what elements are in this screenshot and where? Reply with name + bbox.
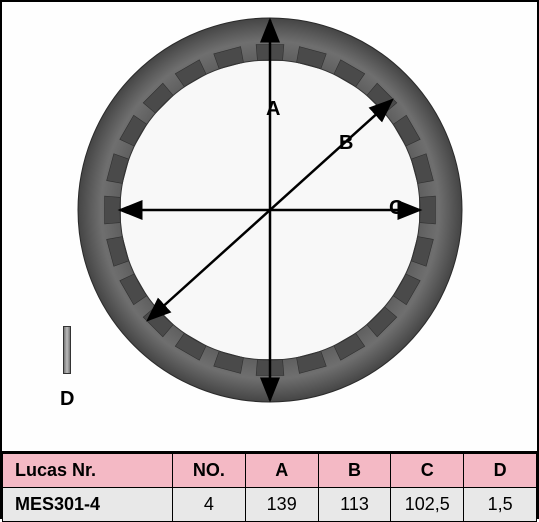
header-c: C [391, 454, 464, 488]
cell-c: 102,5 [391, 488, 464, 522]
header-no: NO. [173, 454, 246, 488]
table-header-row: Lucas Nr. NO. A B C D [3, 454, 537, 488]
spec-table-area: Lucas Nr. NO. A B C D MES301-4 4 139 113… [2, 451, 537, 522]
label-c: C [389, 197, 403, 220]
clutch-plate-diagram [70, 10, 470, 410]
cell-a: 139 [245, 488, 318, 522]
spec-table: Lucas Nr. NO. A B C D MES301-4 4 139 113… [2, 453, 537, 522]
header-lucas: Lucas Nr. [3, 454, 173, 488]
label-a: A [266, 98, 280, 121]
product-spec-card: A B C D Lucas Nr. NO. A B C D MES301-4 [0, 0, 539, 519]
cell-no: 4 [173, 488, 246, 522]
table-row: MES301-4 4 139 113 102,5 1,5 [3, 488, 537, 522]
thickness-indicator: D [60, 326, 74, 411]
cell-d: 1,5 [464, 488, 537, 522]
cell-lucas: MES301-4 [3, 488, 173, 522]
cell-b: 113 [318, 488, 391, 522]
header-b: B [318, 454, 391, 488]
label-d: D [60, 388, 74, 411]
diagram-area: A B C D [2, 2, 537, 451]
thickness-bar [63, 326, 71, 374]
header-d: D [464, 454, 537, 488]
label-b: B [339, 132, 353, 155]
header-a: A [245, 454, 318, 488]
